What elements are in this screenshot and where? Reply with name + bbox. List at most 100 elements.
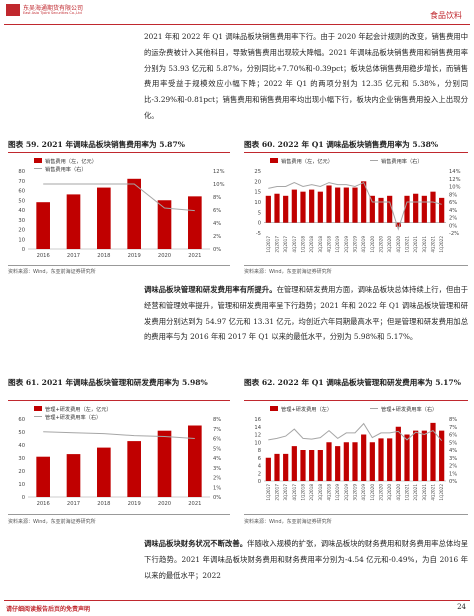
y2-tick-label: 8%	[213, 417, 221, 423]
section-title: 食品饮料	[430, 11, 462, 20]
y-tick-label: 70	[18, 179, 25, 185]
y-tick-label: 20	[254, 179, 261, 185]
legend-line-label: 销售费用率（右）	[45, 165, 87, 173]
y2-tick-label: 4%	[449, 208, 457, 214]
x-tick-label: 4Q2021	[431, 484, 436, 501]
x-tick-label: 1Q2022	[439, 236, 444, 253]
bar	[352, 442, 358, 481]
bar	[361, 181, 367, 223]
bar	[127, 441, 141, 497]
figure-60-bottom-rule	[244, 265, 468, 266]
x-tick-label: 2018	[97, 253, 110, 259]
x-tick-label: 3Q2019	[353, 484, 358, 501]
x-tick-label: 3Q2018	[318, 484, 323, 501]
header-divider	[4, 24, 470, 25]
y-tick-label: 80	[18, 169, 25, 175]
rate-line	[43, 183, 195, 212]
x-tick-label: 3Q2017	[283, 484, 288, 501]
legend-bar-swatch	[270, 158, 278, 163]
chart-svg: 销售费用（左，亿元） 销售费用率（右） -5 0 5 10 15 20 25 -2% 0%2% 4% 6…	[254, 157, 461, 253]
figure-62-bottom-rule	[244, 514, 468, 515]
bar	[439, 197, 445, 223]
y2-tick-label: 6%	[449, 433, 457, 439]
bar	[404, 195, 410, 223]
bar	[404, 434, 410, 481]
bar	[369, 195, 375, 223]
bar	[395, 426, 401, 481]
company-name-en: East Asia Tjoint Securities Co.,Ltd	[23, 11, 82, 15]
legend-bar-swatch	[34, 158, 42, 163]
x-tick-label: 3Q2021	[422, 236, 427, 253]
x-tick-label: 3Q2017	[283, 236, 288, 253]
company-name: 东吴海通期货有限公司	[23, 5, 84, 12]
x-tick-label: 1Q2022	[439, 484, 444, 501]
y2-tick-label: 4%	[213, 456, 221, 462]
x-tick-label: 2Q2021	[413, 484, 418, 501]
y-tick-label: 0	[258, 479, 261, 485]
figure-61-rule	[8, 400, 230, 401]
legend-bar-label: 销售费用（左，亿元）	[45, 157, 97, 165]
y2-tick-label: -2%	[449, 231, 459, 237]
legend-line-label: 管理+研发费用率（右）	[381, 405, 437, 413]
x-tick-label: 1Q2020	[370, 236, 375, 253]
bar	[157, 200, 172, 249]
x-tick-label: 2017	[67, 253, 80, 259]
y-tick-label: 20	[18, 228, 25, 234]
x-tick-label: 4Q2018	[327, 484, 332, 501]
bar	[283, 453, 289, 481]
x-tick-label: 2019	[128, 501, 141, 507]
bar	[387, 195, 393, 223]
y2-tick-label: 5%	[449, 440, 457, 446]
y-tick-label: -5	[256, 231, 261, 237]
y2-tick-label: 0%	[449, 223, 457, 229]
y-tick-label: 40	[18, 443, 25, 449]
figure-61-chart: 管理+研发费用（左，亿元） 管理+研发费用率（右） 0 10 20 30 40 50 60 0% 1…	[8, 403, 230, 511]
y2-tick-label: 3%	[449, 456, 457, 462]
legend-line-label: 管理+研发费用率（右）	[45, 413, 101, 421]
y2-tick-label: 4%	[449, 448, 457, 454]
y-tick-label: 8	[258, 448, 261, 454]
y-tick-label: 60	[18, 189, 25, 195]
x-tick-label: 2016	[37, 501, 50, 507]
y2-tick-label: 1%	[449, 471, 457, 477]
figure-62-chart: 管理+研发费用（左） 管理+研发费用率（右） 0 2 4 6 8 10 12 14 16 0% 1% 2%…	[244, 403, 466, 511]
bar	[413, 193, 419, 223]
y2-tick-label: 3%	[213, 466, 221, 472]
y2-tick-label: 8%	[449, 192, 457, 198]
y2-tick-label: 7%	[449, 425, 457, 431]
x-tick-label: 4Q2019	[361, 484, 366, 501]
bar	[309, 450, 315, 481]
y2-tick-label: 2%	[213, 476, 221, 482]
legend-bar-swatch	[270, 406, 278, 411]
legend-bar-label: 销售费用（左，亿元）	[281, 157, 333, 165]
bar	[265, 195, 271, 223]
y2-tick-label: 1%	[213, 485, 221, 491]
paragraph-lead: 调味品板块管理和研发费用率有所提升。	[144, 285, 277, 294]
bar	[36, 456, 50, 497]
x-tick-label: 4Q2020	[396, 484, 401, 501]
bar	[395, 222, 401, 227]
x-tick-label: 1Q2020	[370, 484, 375, 501]
y2-tick-label: 12%	[449, 177, 461, 183]
x-tick-label: 2016	[37, 253, 50, 259]
y2-tick-label: 0%	[213, 247, 221, 253]
x-tick-label: 3Q2019	[353, 236, 358, 253]
y-tick-label: 5	[258, 210, 261, 216]
y2-tick-label: 8%	[449, 417, 457, 423]
y-tick-label: 0	[22, 247, 25, 253]
y2-tick-label: 8%	[213, 195, 221, 201]
bar	[430, 422, 436, 481]
x-tick-label: 2Q2020	[379, 236, 384, 253]
bar	[387, 438, 393, 481]
y-tick-label: 50	[18, 198, 25, 204]
y-tick-label: 10	[18, 237, 25, 243]
bar	[274, 193, 280, 223]
y2-tick-label: 6%	[213, 208, 221, 214]
legend-bar-swatch	[34, 406, 42, 411]
y2-tick-label: 2%	[213, 234, 221, 240]
bar	[421, 195, 427, 223]
figure-62-source: 资料来源：Wind，东亚前海证券研究所	[244, 519, 332, 525]
legend-bar-label: 管理+研发费用（左）	[281, 405, 332, 413]
x-tick-label: 2Q2018	[309, 236, 314, 253]
